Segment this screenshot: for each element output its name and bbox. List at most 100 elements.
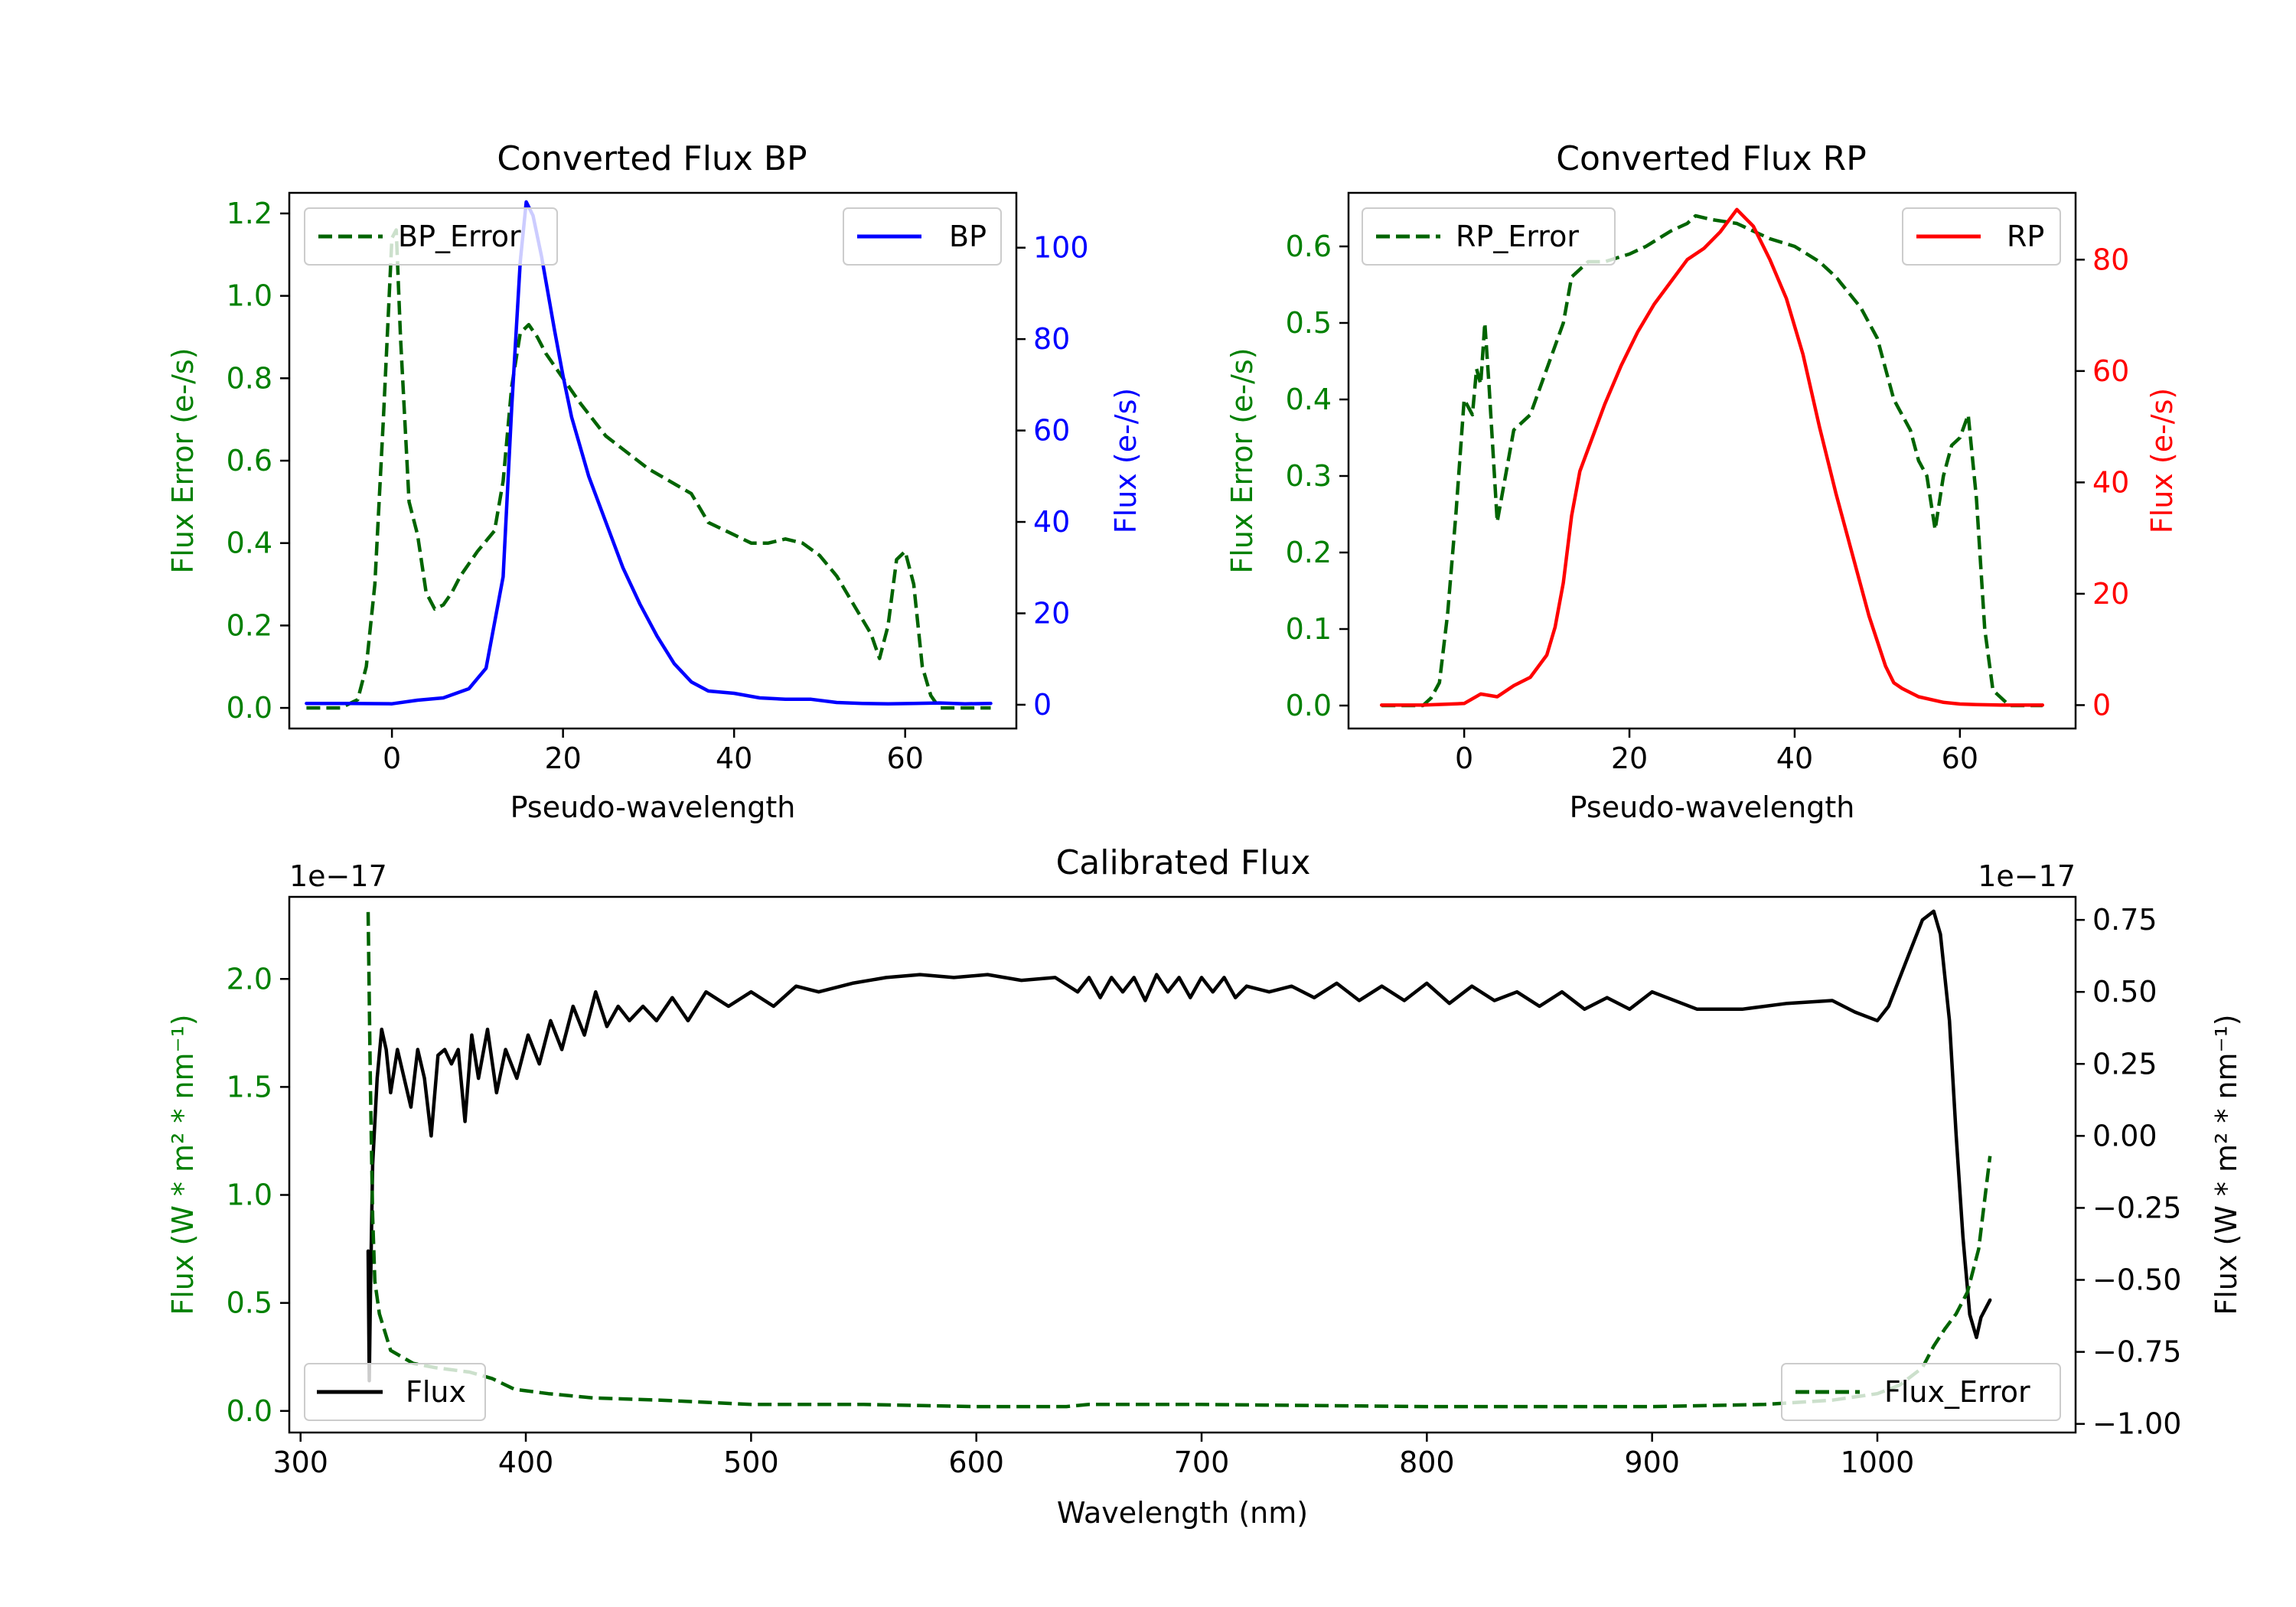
cal-x-tick-label: 500	[723, 1446, 779, 1479]
calibrated-x-axis-label: Wavelength (nm)	[1057, 1496, 1308, 1530]
bp-right-y-tick-label: 60	[1033, 414, 1070, 448]
bp-left-y-axis-label: Flux Error (e-/s)	[166, 347, 200, 573]
rp-left-y-tick-label: 0.0	[1286, 689, 1332, 722]
calibrated-plot-area	[366, 909, 1992, 1409]
rp-panel: Converted Flux RP 0 20 40 60 0.00.10.20.30.…	[1225, 139, 2179, 824]
cal-right-y-tick-label: −0.50	[2092, 1263, 2181, 1297]
rp-plot-area	[1379, 207, 2045, 708]
rp-left-y-tick-label: 0.5	[1286, 306, 1332, 340]
rp-axes-frame	[1347, 191, 2077, 730]
bp-x-axis: 0 20 40 60	[383, 729, 924, 775]
bp-left-y-tick-label: 0.4	[227, 526, 272, 560]
bp-panel: Converted Flux BP 0 20 40 60 0.00.20.40.60.…	[166, 139, 1143, 824]
cal-x-tick-label: 800	[1399, 1446, 1455, 1479]
bp-right-y-tick-label: 80	[1033, 322, 1070, 356]
rp-left-y-tick-label: 0.2	[1286, 536, 1332, 569]
bp-flux-legend-box	[843, 207, 1002, 266]
rp-rp-line	[1379, 207, 2045, 707]
cal-left-y-tick-label: 1.5	[227, 1070, 272, 1103]
bp-right-y-axis-label: Flux (e-/s)	[1109, 388, 1143, 533]
rp-flux-legend-label: RP	[2007, 220, 2044, 253]
rp-right-y-axis-label: Flux (e-/s)	[2145, 388, 2179, 533]
calibrated-error-legend: Flux_Error	[1781, 1363, 2061, 1421]
cal-x-tick-label: 700	[1174, 1446, 1230, 1479]
calibrated-error-legend-box	[1781, 1363, 2061, 1421]
cal-left-y-tick-label: 2.0	[227, 962, 272, 996]
calibrated-flux-legend-label: Flux	[406, 1375, 466, 1409]
rp-right-y-tick-label: 0	[2092, 688, 2111, 722]
bp-right-y-axis: 0 20 40 60 80 100	[1016, 231, 1089, 722]
calibrated-x-axis: 300 400 500 600 700 800 900 1000	[272, 1433, 1914, 1479]
bp-right-y-tick-label: 0	[1033, 688, 1052, 722]
cal-flux-error-line	[366, 911, 1992, 1409]
bp-bp-line	[305, 200, 993, 706]
bp-flux-legend: BP	[843, 207, 1002, 266]
bp-flux-legend-label: BP	[949, 220, 987, 253]
cal-left-y-tick-label: 0.5	[227, 1286, 272, 1320]
bp-x-tick-label: 40	[716, 742, 752, 775]
rp-right-y-tick-label: 60	[2092, 354, 2129, 388]
rp-left-y-axis-label: Flux Error (e-/s)	[1225, 347, 1259, 573]
bp-error-legend-box	[304, 207, 558, 266]
bp-plot-area	[305, 200, 993, 710]
rp-x-tick-label: 0	[1455, 742, 1473, 775]
rp-x-tick-label: 20	[1611, 742, 1648, 775]
bp-title: Converted Flux BP	[497, 139, 807, 178]
bp-left-y-tick-label: 0.8	[227, 361, 272, 395]
bp-x-tick-label: 0	[383, 742, 401, 775]
rp-flux-legend-box	[1902, 207, 2061, 266]
rp-left-y-tick-label: 0.6	[1286, 230, 1332, 263]
rp-right-y-tick-label: 20	[2092, 577, 2129, 611]
rp-right-y-tick-label: 80	[2092, 243, 2129, 276]
bp-error-legend-label: BP_Error	[398, 220, 521, 253]
calibrated-left-offset-label: 1e−17	[289, 859, 387, 893]
rp-left-y-axis: 0.0 0.1 0.2 0.3 0.4 0.5 0.6	[1286, 230, 1349, 722]
cal-x-tick-label: 400	[498, 1446, 554, 1479]
cal-right-y-tick-label: 0.75	[2092, 903, 2157, 937]
rp-error-legend-label: RP_Error	[1456, 220, 1579, 253]
calibrated-flux-legend: Flux	[304, 1363, 486, 1421]
bp-left-y-tick-label: 0.6	[227, 444, 272, 478]
calibrated-right-offset-label: 1e−17	[1978, 859, 2076, 893]
calibrated-axes-frame	[288, 895, 2077, 1434]
bp-right-y-tick-label: 100	[1033, 231, 1089, 265]
calibrated-right-y-axis-label: Flux (W * m² * nm⁻¹)	[2210, 1014, 2243, 1315]
bp-x-tick-label: 20	[544, 742, 581, 775]
calibrated-title: Calibrated Flux	[1056, 843, 1311, 882]
bp-error-legend: BP_Error	[304, 207, 558, 266]
rp-left-y-tick-label: 0.1	[1286, 612, 1332, 646]
rp-left-y-tick-label: 0.4	[1286, 383, 1332, 416]
cal-right-y-tick-label: −1.00	[2092, 1407, 2181, 1441]
rp-rp-error-line	[1381, 214, 2043, 708]
bp-left-y-tick-label: 1.2	[227, 197, 272, 230]
cal-flux-line	[366, 909, 1992, 1383]
rp-title: Converted Flux RP	[1556, 139, 1867, 178]
calibrated-right-y-axis: −1.00 −0.75 −0.50 −0.25 0.00 0.25 0.50 0.75	[2076, 903, 2181, 1441]
bp-right-y-tick-label: 40	[1033, 505, 1070, 539]
cal-right-y-tick-label: 0.50	[2092, 975, 2157, 1009]
cal-right-y-tick-label: −0.75	[2092, 1335, 2181, 1369]
rp-x-tick-label: 40	[1776, 742, 1813, 775]
rp-error-legend: RP_Error	[1362, 207, 1616, 266]
bp-left-y-tick-label: 1.0	[227, 279, 272, 313]
rp-x-axis: 0 20 40 60	[1455, 729, 1978, 775]
cal-left-y-tick-label: 0.0	[227, 1394, 272, 1428]
cal-x-tick-label: 900	[1624, 1446, 1680, 1479]
bp-left-y-axis: 0.0 0.2 0.4 0.6 0.8 1.0 1.2	[227, 197, 289, 725]
rp-left-y-tick-label: 0.3	[1286, 459, 1332, 493]
bp-bp-error-line	[306, 228, 991, 710]
bp-right-y-tick-label: 20	[1033, 596, 1070, 630]
calibrated-error-legend-label: Flux_Error	[1884, 1375, 2030, 1409]
cal-x-tick-label: 300	[272, 1446, 328, 1479]
rp-right-y-tick-label: 40	[2092, 465, 2129, 499]
bp-x-axis-label: Pseudo-wavelength	[510, 790, 796, 824]
cal-x-tick-label: 600	[948, 1446, 1004, 1479]
cal-right-y-tick-label: 0.25	[2092, 1047, 2157, 1081]
calibrated-panel: Calibrated Flux 300 400 500 600 700 800 900 100…	[166, 843, 2243, 1530]
cal-right-y-tick-label: 0.00	[2092, 1119, 2157, 1152]
rp-error-legend-box	[1362, 207, 1616, 266]
rp-x-axis-label: Pseudo-wavelength	[1570, 790, 1855, 824]
rp-flux-legend: RP	[1902, 207, 2061, 266]
